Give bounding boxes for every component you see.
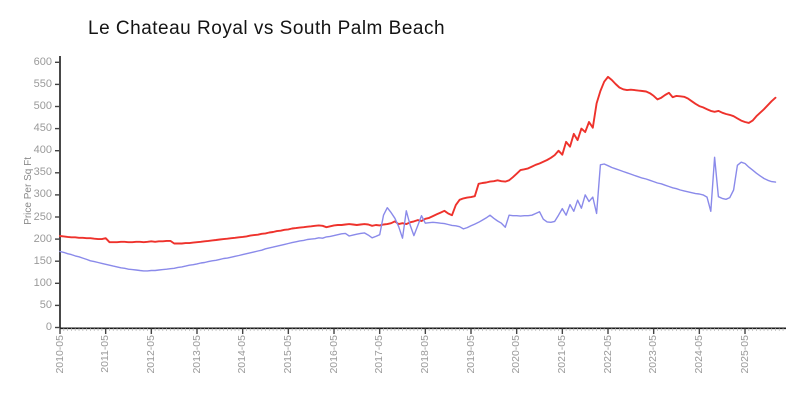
y-tick-label: 200	[33, 232, 52, 245]
y-tick-label: 350	[33, 166, 52, 179]
y-tick-label: 500	[33, 100, 52, 112]
x-tick-label: 2018-05	[418, 335, 431, 374]
x-tick-label: 2022-05	[601, 335, 614, 374]
x-tick-label: 2020-05	[510, 335, 523, 374]
x-tick-label: 2024-05	[692, 335, 705, 374]
y-tick-label: 600	[33, 55, 52, 68]
chart-title: Le Chateau Royal vs South Palm Beach	[88, 18, 446, 39]
x-tick-label: 2023-05	[647, 335, 660, 374]
y-tick-label: 150	[33, 254, 52, 267]
y-tick-label: 400	[33, 144, 52, 157]
y-tick-label: 450	[33, 122, 52, 135]
y-tick-label: 550	[33, 77, 52, 90]
y-tick-label: 50	[39, 298, 52, 311]
y-tick-label: 250	[33, 210, 52, 223]
x-tick-label: 2016-05	[327, 335, 340, 374]
x-tick-label: 2014-05	[236, 335, 249, 374]
x-tick-label: 2025-05	[738, 335, 751, 374]
x-tick-label: 2021-05	[555, 335, 568, 374]
series-line-le-chateau-royal	[59, 75, 777, 245]
x-tick-label: 2019-05	[464, 335, 477, 374]
y-tick-label: 0	[45, 321, 52, 333]
y-tick-label: 100	[33, 276, 52, 289]
x-tick-label: 2015-05	[281, 335, 294, 374]
x-tick-label: 2012-05	[144, 335, 157, 374]
x-tick-label: 2011-05	[99, 335, 112, 373]
series-line-south-palm-beach	[59, 156, 777, 272]
y-tick-label: 300	[33, 188, 52, 201]
x-tick-label: 2013-05	[190, 335, 203, 374]
x-tick-label: 2017-05	[373, 335, 386, 374]
x-tick-label: 2010-05	[53, 335, 66, 374]
